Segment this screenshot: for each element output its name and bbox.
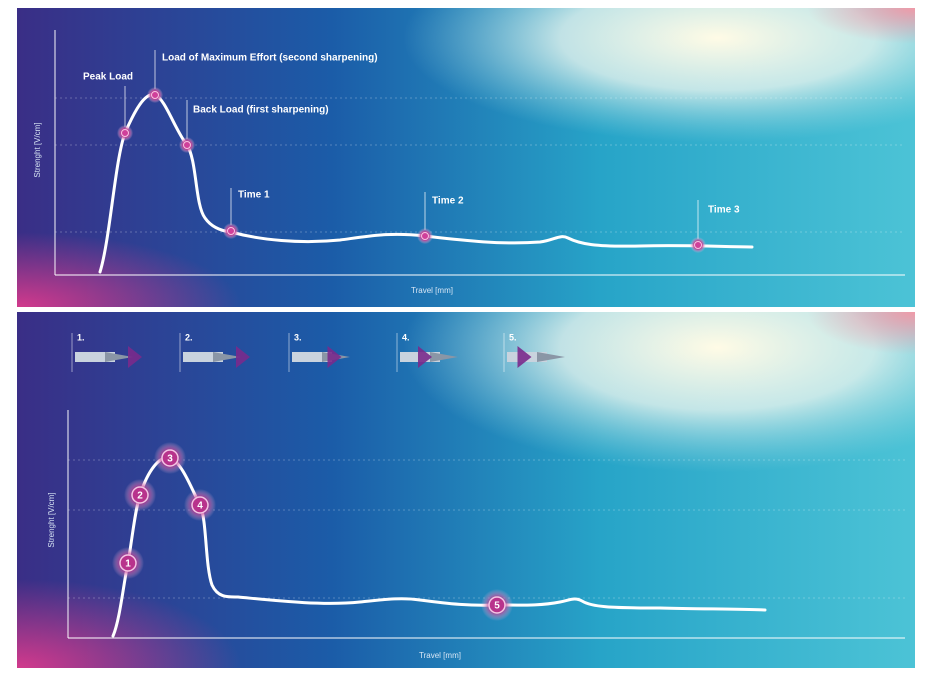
point bbox=[421, 232, 429, 240]
membrane bbox=[517, 346, 532, 368]
membrane bbox=[418, 346, 432, 368]
annotation: Back Load (first sharpening) bbox=[193, 105, 329, 116]
membrane bbox=[327, 346, 342, 368]
marker bbox=[131, 486, 149, 504]
point bbox=[694, 241, 702, 249]
marker-number: 3 bbox=[167, 454, 173, 465]
step-label: 2. bbox=[185, 332, 193, 342]
point bbox=[227, 227, 235, 235]
step-label: 1. bbox=[77, 332, 85, 342]
marker bbox=[119, 554, 137, 572]
annotation: Time 1 bbox=[238, 190, 270, 201]
point bbox=[183, 141, 191, 149]
point bbox=[121, 129, 129, 137]
step-label: 5. bbox=[509, 332, 517, 342]
x-axis-label: Travel [mm] bbox=[419, 651, 461, 660]
needle-tip bbox=[213, 352, 241, 362]
needle-shaft bbox=[183, 352, 223, 362]
membrane bbox=[128, 346, 142, 368]
needle-shaft bbox=[292, 352, 332, 362]
annotation: Load of Maximum Effort (second sharpenin… bbox=[162, 53, 378, 64]
annotation: Peak Load bbox=[83, 72, 133, 83]
top-panel: Strenght [V/cm] Travel [mm] Peak Load Loa… bbox=[17, 8, 915, 307]
bottom-panel: Strenght [V/cm] Travel [mm] 1 2 3 4 5 1. 2. 3.… bbox=[17, 312, 915, 668]
y-axis-label: Strenght [V/cm] bbox=[33, 122, 42, 177]
membrane bbox=[236, 346, 250, 368]
marker-number: 5 bbox=[494, 601, 500, 612]
x-axis-label: Travel [mm] bbox=[411, 286, 453, 295]
needle-tip bbox=[105, 352, 133, 362]
annotation: Time 3 bbox=[708, 205, 740, 216]
marker bbox=[488, 596, 506, 614]
y-axis-label: Strenght [V/cm] bbox=[47, 492, 56, 547]
point bbox=[151, 91, 159, 99]
needle-shaft bbox=[75, 352, 115, 362]
marker bbox=[161, 449, 179, 467]
needle-tip bbox=[430, 352, 458, 362]
marker-number: 4 bbox=[197, 501, 203, 512]
marker bbox=[191, 496, 209, 514]
step-label: 4. bbox=[402, 332, 410, 342]
step-label: 3. bbox=[294, 332, 302, 342]
annotation: Time 2 bbox=[432, 196, 464, 207]
marker-number: 2 bbox=[137, 491, 143, 502]
needle-tip bbox=[537, 352, 565, 362]
marker-number: 1 bbox=[125, 559, 131, 570]
